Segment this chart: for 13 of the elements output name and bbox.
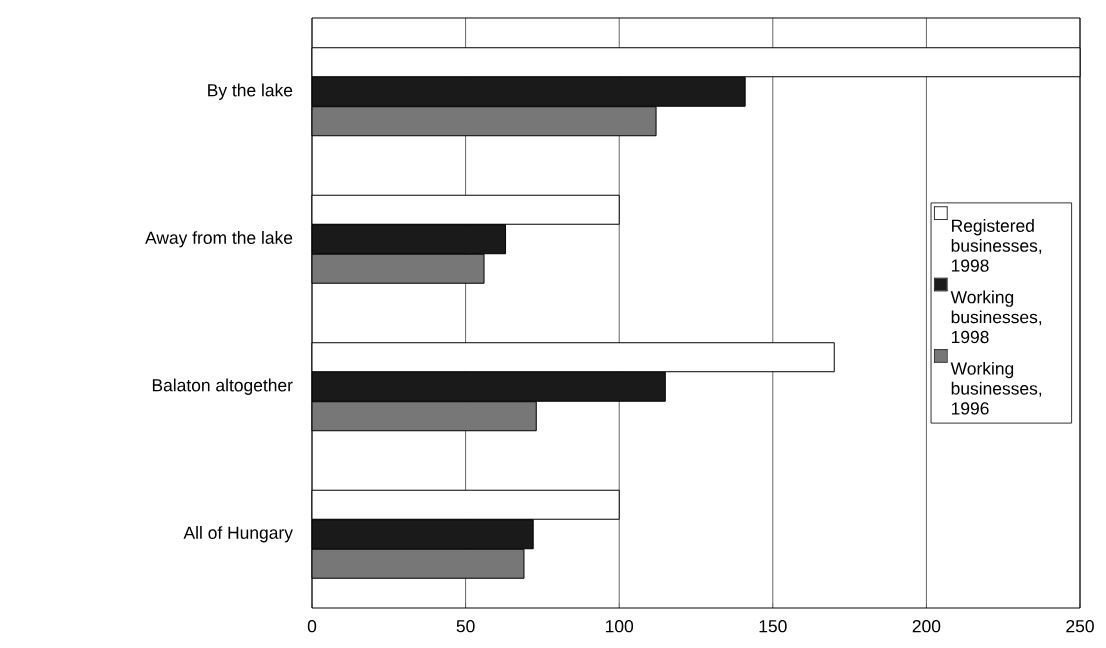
y-tick-label: All of Hungary: [183, 526, 293, 543]
x-tick-label: 50: [456, 620, 475, 633]
y-tick-label: Balaton altogether: [152, 378, 293, 395]
legend-label: Registered businesses, 1998: [951, 219, 1042, 272]
x-tick-label: 150: [759, 620, 787, 633]
legend-label: Working businesses, 1996: [950, 361, 1042, 415]
legend-label: Working businesses, 1998: [950, 290, 1042, 344]
x-tick-label: 0: [307, 620, 317, 633]
x-tick-label: 250: [1066, 620, 1094, 633]
y-tick-label: Away from the lake: [145, 231, 293, 248]
x-tick-label: 100: [605, 620, 634, 633]
x-tick-label: 200: [912, 620, 941, 633]
y-tick-label: By the lake: [208, 83, 293, 100]
